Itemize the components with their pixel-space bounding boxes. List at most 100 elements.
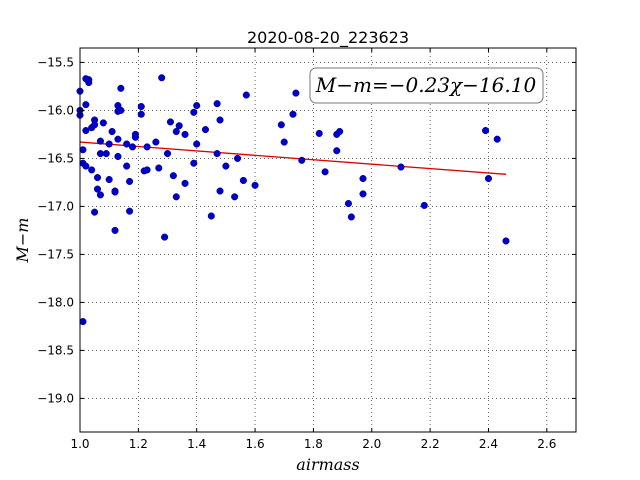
data-point bbox=[503, 238, 510, 245]
x-tick-label: 1.2 bbox=[129, 437, 148, 451]
x-tick-label: 1.6 bbox=[246, 437, 265, 451]
data-point bbox=[106, 141, 113, 148]
y-axis-label: M−m bbox=[13, 218, 32, 264]
data-point bbox=[97, 138, 104, 145]
data-point bbox=[118, 107, 125, 114]
data-point bbox=[132, 134, 139, 141]
data-point bbox=[129, 144, 136, 151]
data-point bbox=[173, 194, 180, 201]
data-point bbox=[243, 92, 250, 99]
x-tick-label: 2.0 bbox=[362, 437, 381, 451]
data-point bbox=[485, 175, 492, 182]
data-point bbox=[298, 157, 305, 164]
data-point bbox=[112, 189, 119, 196]
y-tick-label: −15.5 bbox=[37, 55, 74, 69]
data-point bbox=[217, 188, 224, 195]
data-point bbox=[360, 191, 367, 198]
x-tick-labels: 1.0 1.2 1.4 1.6 1.8 2.0 2.2 2.4 2.6 bbox=[70, 437, 556, 451]
data-point bbox=[158, 74, 165, 81]
data-point bbox=[421, 202, 428, 209]
data-point bbox=[208, 213, 215, 220]
data-point bbox=[348, 214, 355, 221]
data-point bbox=[193, 141, 200, 148]
data-point bbox=[138, 103, 145, 110]
data-point bbox=[190, 109, 197, 116]
data-point bbox=[281, 139, 288, 146]
data-point bbox=[83, 127, 90, 134]
data-point bbox=[252, 182, 259, 189]
data-point bbox=[316, 130, 323, 137]
x-axis-label: airmass bbox=[296, 455, 359, 474]
data-point bbox=[83, 101, 90, 108]
data-point bbox=[231, 194, 238, 201]
fit-equation: M−m=−0.23χ−16.10 bbox=[315, 73, 537, 97]
data-point bbox=[217, 117, 224, 124]
data-point bbox=[322, 169, 329, 176]
y-tick-label: −19.0 bbox=[37, 391, 74, 405]
data-point bbox=[482, 127, 489, 134]
data-point bbox=[80, 318, 87, 325]
data-point bbox=[494, 136, 501, 143]
y-tick-label: −16.5 bbox=[37, 151, 74, 165]
data-point bbox=[176, 122, 183, 129]
data-point bbox=[91, 209, 98, 216]
data-point bbox=[144, 144, 151, 151]
data-point bbox=[112, 227, 119, 234]
data-point bbox=[115, 153, 122, 160]
data-point bbox=[123, 163, 130, 170]
x-tick-label: 1.0 bbox=[70, 437, 89, 451]
data-point bbox=[118, 85, 125, 92]
x-tick-label: 2.4 bbox=[479, 437, 498, 451]
data-point bbox=[100, 120, 107, 127]
data-point bbox=[345, 200, 352, 207]
data-point bbox=[336, 128, 343, 135]
y-tick-label: −18.5 bbox=[37, 343, 74, 357]
data-point bbox=[290, 111, 297, 118]
x-tick-label: 1.8 bbox=[304, 437, 323, 451]
y-tick-label: −18.0 bbox=[37, 295, 74, 309]
data-point bbox=[85, 79, 92, 86]
x-tick-label: 1.4 bbox=[187, 437, 206, 451]
y-tick-label: −17.0 bbox=[37, 199, 74, 213]
data-point bbox=[234, 155, 241, 162]
data-point bbox=[214, 150, 221, 157]
data-point bbox=[161, 234, 168, 241]
data-point bbox=[123, 141, 130, 148]
data-point bbox=[97, 192, 104, 199]
data-point bbox=[83, 163, 90, 170]
data-point bbox=[153, 139, 160, 146]
data-point bbox=[103, 150, 110, 157]
data-point bbox=[333, 147, 340, 154]
data-point bbox=[170, 172, 177, 179]
data-point bbox=[115, 136, 122, 143]
data-point bbox=[126, 178, 133, 185]
data-point bbox=[293, 90, 300, 97]
data-point bbox=[94, 174, 101, 181]
data-point bbox=[88, 167, 95, 174]
y-tick-label: −17.5 bbox=[37, 247, 74, 261]
data-point bbox=[193, 102, 200, 109]
data-point bbox=[138, 111, 145, 118]
data-point bbox=[144, 167, 151, 174]
data-point bbox=[360, 175, 367, 182]
data-point bbox=[223, 163, 230, 170]
data-point bbox=[155, 165, 162, 172]
data-point bbox=[167, 119, 174, 126]
data-point bbox=[214, 100, 221, 107]
data-point bbox=[190, 160, 197, 167]
data-point bbox=[240, 177, 247, 184]
x-tick-label: 2.6 bbox=[537, 437, 556, 451]
data-point bbox=[126, 208, 133, 215]
y-tick-label: −16.0 bbox=[37, 103, 74, 117]
data-point bbox=[398, 164, 405, 171]
data-point bbox=[202, 126, 209, 133]
data-point bbox=[106, 176, 113, 183]
data-point bbox=[182, 180, 189, 187]
chart-title: 2020-08-20_223623 bbox=[247, 28, 409, 48]
x-tick-label: 2.2 bbox=[421, 437, 440, 451]
data-point bbox=[80, 146, 87, 153]
data-point bbox=[164, 150, 171, 157]
data-point bbox=[278, 122, 285, 129]
data-point bbox=[109, 128, 116, 135]
